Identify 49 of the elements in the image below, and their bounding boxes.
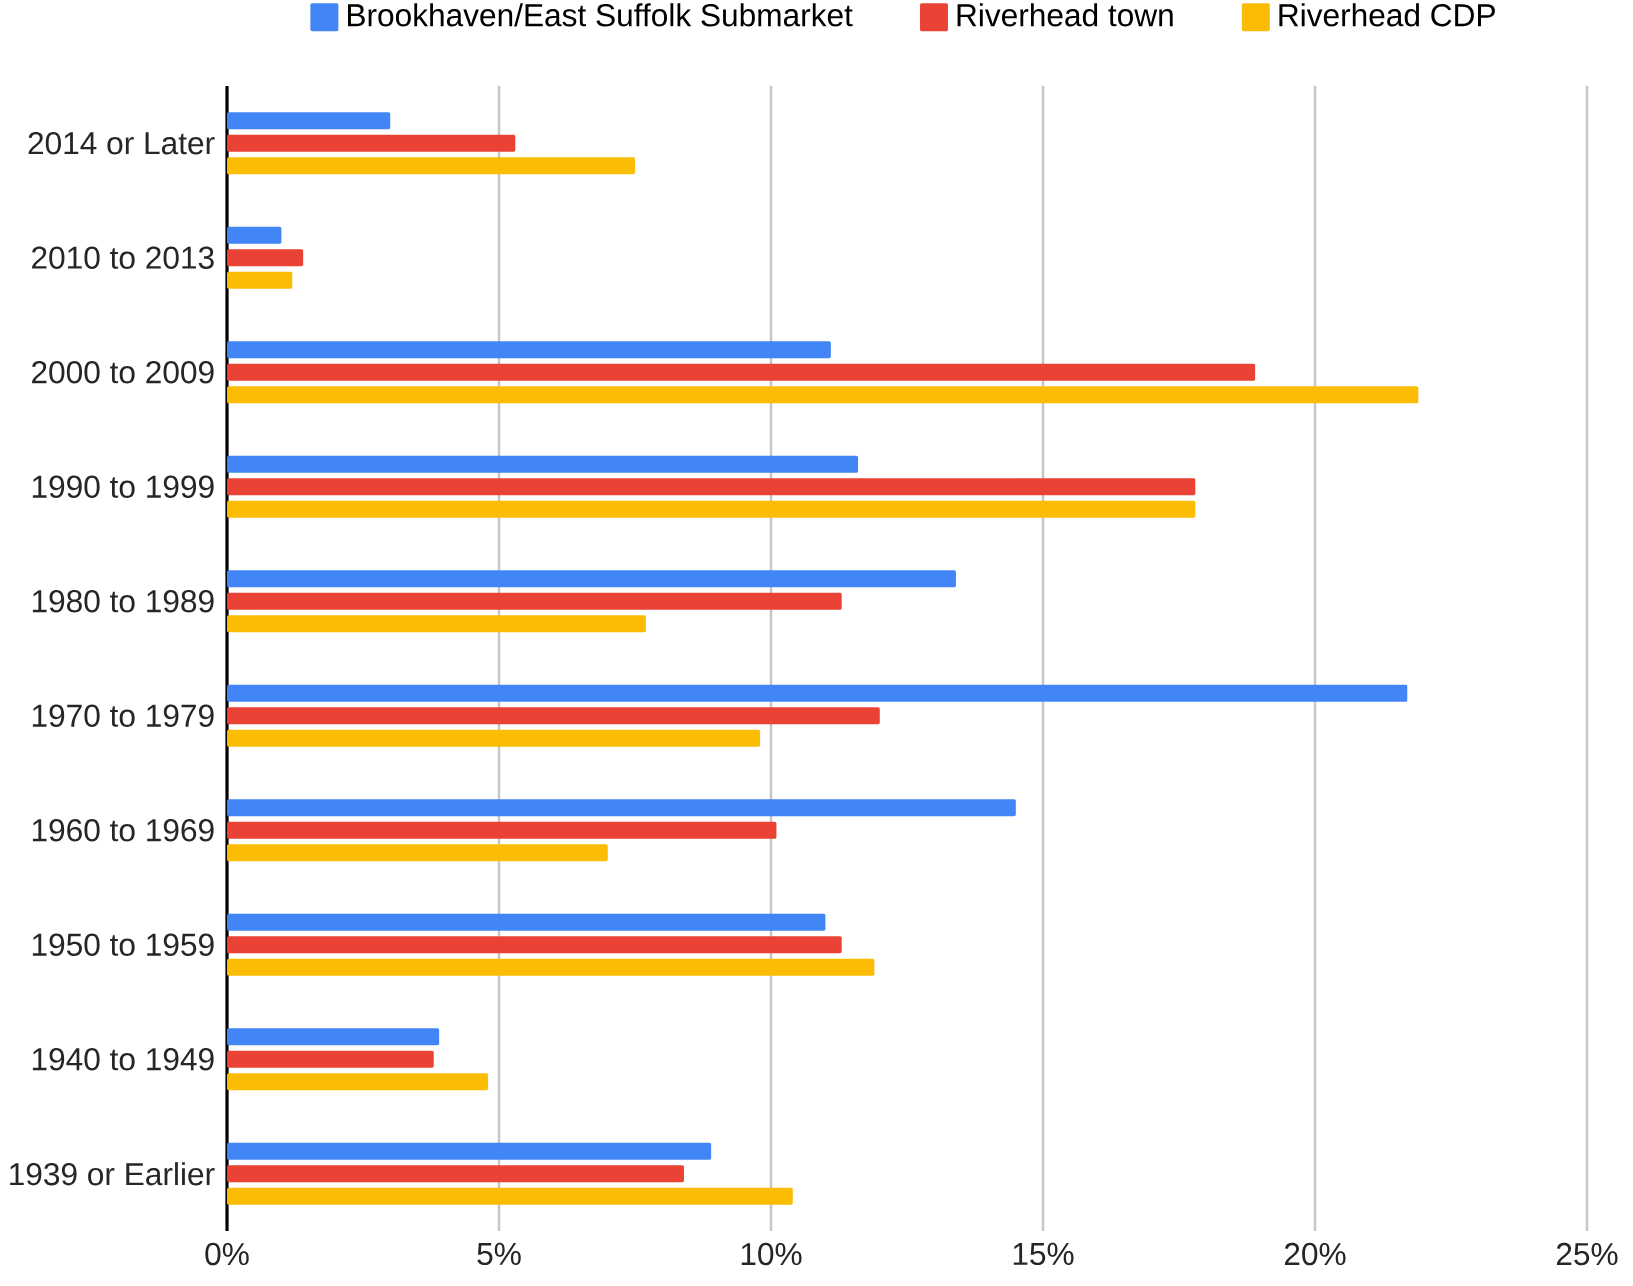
bar [227, 478, 1196, 496]
bar [227, 1187, 793, 1205]
bar [227, 913, 826, 931]
x-tick-label: 10% [741, 1242, 802, 1266]
bar [227, 844, 608, 862]
bar [227, 729, 761, 747]
bar [227, 455, 859, 473]
bar [227, 249, 304, 267]
y-tick-label: 1980 to 1989 [32, 590, 214, 613]
bar [227, 592, 842, 610]
bar [227, 1073, 489, 1091]
bar [227, 226, 282, 244]
x-tick-label: 25% [1556, 1242, 1618, 1266]
legend-label: Riverhead town [957, 3, 1173, 27]
legend-label: Riverhead CDP [1279, 3, 1495, 27]
bar [227, 1142, 712, 1160]
bar [227, 707, 880, 725]
bar [227, 500, 1196, 518]
bar [227, 799, 1016, 817]
bar [227, 958, 875, 976]
x-tick-label: 0% [205, 1242, 249, 1266]
bar [227, 570, 956, 588]
bar [227, 157, 635, 175]
bar [227, 821, 777, 839]
x-tick-label: 20% [1284, 1242, 1346, 1266]
x-tick-label: 15% [1013, 1242, 1074, 1266]
bar [227, 684, 1408, 702]
y-tick-label: 1960 to 1969 [32, 819, 214, 842]
bar [227, 386, 1419, 404]
legend-label: Brookhaven/East Suffolk Submarket [347, 3, 853, 27]
y-tick-label: 2014 or Later [28, 132, 215, 155]
bar [227, 1028, 440, 1046]
y-tick-label: 1940 to 1949 [32, 1048, 214, 1071]
bar [227, 341, 831, 359]
y-tick-label: 1990 to 1999 [32, 475, 214, 498]
bar [227, 134, 516, 152]
x-tick-label: 5% [477, 1242, 521, 1266]
bar [227, 271, 293, 289]
y-tick-label: 1970 to 1979 [32, 704, 214, 727]
bar [227, 363, 1256, 381]
y-tick-label: 1950 to 1959 [32, 933, 214, 956]
y-tick-label: 2000 to 2009 [32, 361, 214, 384]
y-tick-label: 1939 or Earlier [10, 1162, 215, 1186]
bar [227, 1050, 434, 1068]
bar [227, 936, 842, 954]
bar [227, 615, 646, 633]
bar [227, 112, 391, 130]
y-tick-label: 2010 to 2013 [32, 246, 214, 269]
bar [227, 1165, 684, 1183]
